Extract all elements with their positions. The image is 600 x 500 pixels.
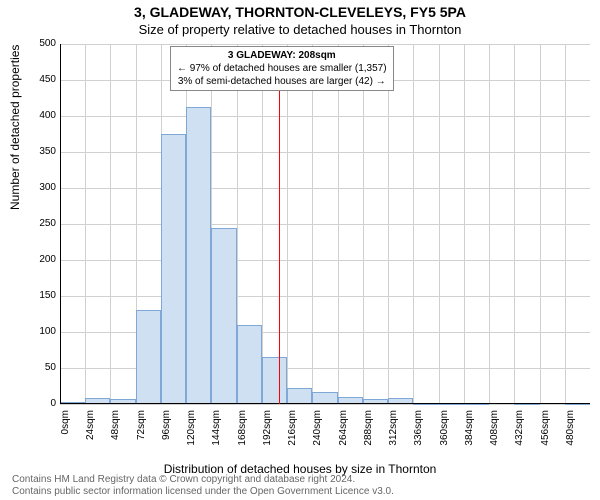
gridline-x <box>464 44 465 404</box>
gridline-x <box>287 44 288 404</box>
x-tick-label: 192sqm <box>262 410 273 450</box>
x-tick-label: 120sqm <box>186 410 197 450</box>
x-tick-label: 288sqm <box>363 410 374 450</box>
gridline-x <box>388 44 389 404</box>
histogram-bar <box>211 228 236 404</box>
chart-container: 3, GLADEWAY, THORNTON-CLEVELEYS, FY5 5PA… <box>0 0 600 500</box>
x-tick-label: 312sqm <box>388 410 399 450</box>
gridline-x <box>489 44 490 404</box>
histogram-bar <box>262 357 287 404</box>
y-axis-label: Number of detached properties <box>8 45 22 210</box>
gridline-x <box>514 44 515 404</box>
x-tick-label: 384sqm <box>464 410 475 450</box>
y-tick-label: 400 <box>28 110 56 121</box>
x-tick-label: 0sqm <box>60 410 71 450</box>
x-tick-label: 456sqm <box>540 410 551 450</box>
histogram-bar <box>287 388 312 404</box>
gridline-x <box>540 44 541 404</box>
x-tick-label: 360sqm <box>439 410 450 450</box>
gridline-x <box>565 44 566 404</box>
y-tick-label: 300 <box>28 182 56 193</box>
y-tick-label: 350 <box>28 146 56 157</box>
gridline-y <box>60 260 590 261</box>
x-tick-label: 480sqm <box>565 410 576 450</box>
y-tick-label: 200 <box>28 254 56 265</box>
gridline-x <box>262 44 263 404</box>
y-tick-label: 250 <box>28 218 56 229</box>
footer-line2: Contains public sector information licen… <box>12 486 394 497</box>
callout-box: 3 GLADEWAY: 208sqm← 97% of detached hous… <box>170 46 394 91</box>
y-tick-label: 100 <box>28 326 56 337</box>
histogram-bar <box>136 310 161 404</box>
x-tick-label: 408sqm <box>489 410 500 450</box>
y-axis <box>60 44 61 404</box>
gridline-y <box>60 188 590 189</box>
gridline-x <box>413 44 414 404</box>
x-tick-label: 168sqm <box>237 410 248 450</box>
gridline-x <box>338 44 339 404</box>
chart-subtitle: Size of property relative to detached ho… <box>0 22 600 37</box>
x-tick-label: 72sqm <box>136 410 147 450</box>
gridline-x <box>439 44 440 404</box>
histogram-bar <box>237 325 262 404</box>
page-title: 3, GLADEWAY, THORNTON-CLEVELEYS, FY5 5PA <box>0 4 600 20</box>
gridline-x <box>312 44 313 404</box>
gridline-y <box>60 296 590 297</box>
footer-line1: Contains HM Land Registry data © Crown c… <box>12 474 355 485</box>
x-tick-label: 144sqm <box>211 410 222 450</box>
gridline-x <box>85 44 86 404</box>
x-tick-label: 336sqm <box>413 410 424 450</box>
plot-area: 0501001502002503003504004505000sqm24sqm4… <box>60 44 590 404</box>
callout-line2: ← 97% of detached houses are smaller (1,… <box>177 62 387 75</box>
histogram-bar <box>186 107 211 404</box>
y-tick-label: 150 <box>28 290 56 301</box>
y-tick-label: 500 <box>28 38 56 49</box>
property-marker-line <box>279 52 280 404</box>
gridline-y <box>60 116 590 117</box>
x-tick-label: 240sqm <box>312 410 323 450</box>
x-axis <box>60 403 590 404</box>
histogram-bar <box>161 134 186 404</box>
gridline-y <box>60 224 590 225</box>
gridline-y <box>60 44 590 45</box>
footer-attribution: Contains HM Land Registry data © Crown c… <box>12 474 394 498</box>
x-tick-label: 48sqm <box>110 410 121 450</box>
callout-line1: 3 GLADEWAY: 208sqm <box>177 49 387 62</box>
x-tick-label: 216sqm <box>287 410 298 450</box>
gridline-y <box>60 152 590 153</box>
callout-line3: 3% of semi-detached houses are larger (4… <box>177 75 387 88</box>
gridline-y <box>60 404 590 405</box>
gridline-x <box>363 44 364 404</box>
x-tick-label: 96sqm <box>161 410 172 450</box>
y-tick-label: 50 <box>28 362 56 373</box>
x-tick-label: 24sqm <box>85 410 96 450</box>
y-tick-label: 0 <box>28 398 56 409</box>
x-tick-label: 264sqm <box>338 410 349 450</box>
y-tick-label: 450 <box>28 74 56 85</box>
x-tick-label: 432sqm <box>514 410 525 450</box>
gridline-x <box>110 44 111 404</box>
